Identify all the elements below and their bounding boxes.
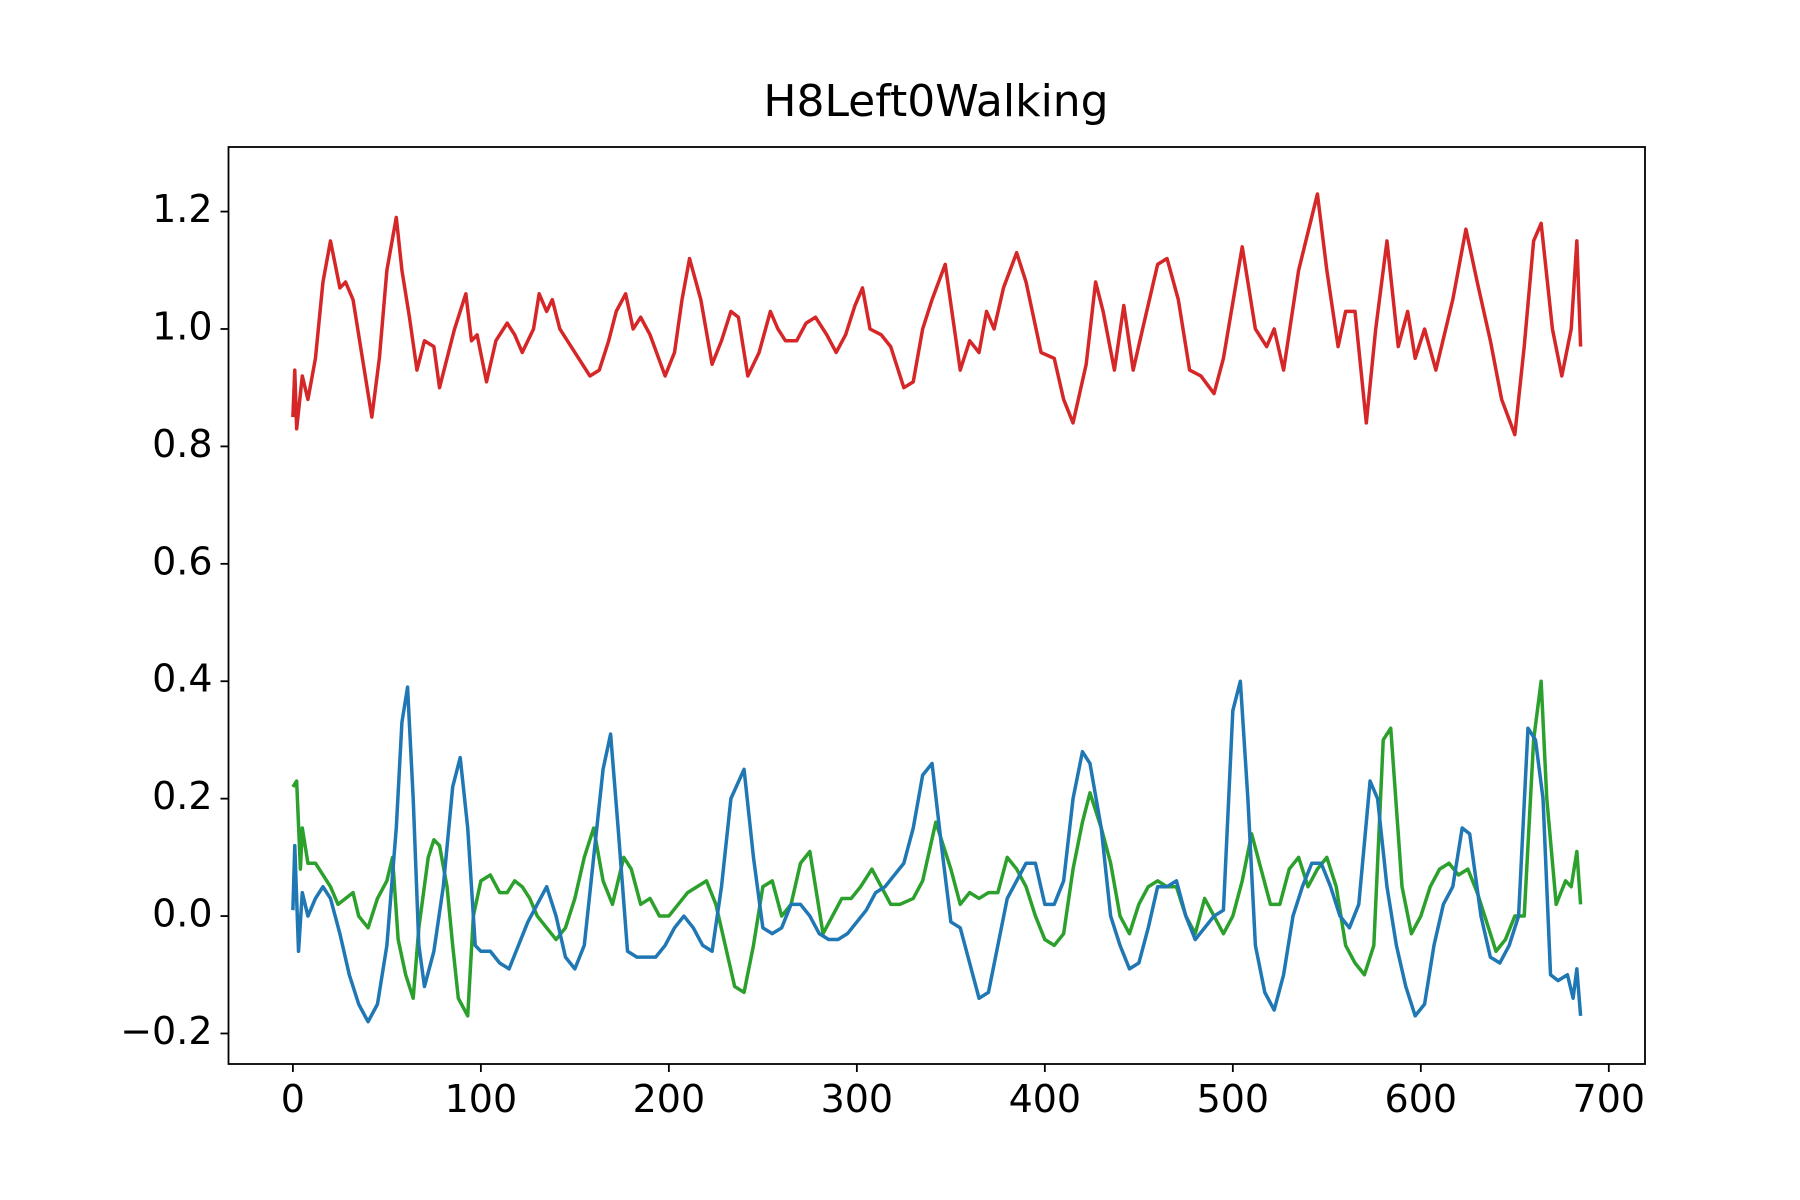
x-tick-label: 300 [821, 1077, 894, 1121]
y-tick-label: 0.6 [152, 539, 212, 583]
y-tick-label: 0.0 [152, 892, 212, 936]
x-tick-label: 400 [1009, 1077, 1082, 1121]
y-tick-label: 0.4 [152, 657, 212, 701]
chart-title: H8Left0Walking [763, 76, 1108, 127]
data-line [291, 679, 1583, 1018]
x-tick-label: 600 [1385, 1077, 1458, 1121]
data-line [291, 192, 1583, 437]
y-tick-label: 1.2 [152, 187, 212, 231]
x-tick-label: 200 [633, 1077, 706, 1121]
y-tick-label: 0.2 [152, 774, 212, 818]
y-tick-label: 0.8 [152, 422, 212, 466]
plot-frame [227, 146, 1646, 1065]
x-tick-label: 700 [1573, 1077, 1646, 1121]
y-tick-label: −0.2 [120, 1009, 212, 1053]
data-line [291, 679, 1583, 1024]
x-tick-label: 500 [1197, 1077, 1270, 1121]
y-tick-label: 1.0 [152, 304, 212, 348]
x-tick-label: 0 [281, 1077, 305, 1121]
x-tick-label: 100 [445, 1077, 518, 1121]
